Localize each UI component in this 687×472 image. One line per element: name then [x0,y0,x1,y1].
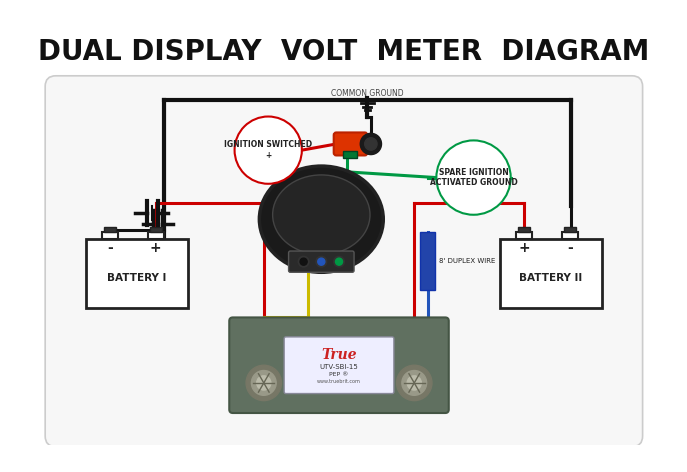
Circle shape [436,140,510,215]
Bar [500,239,602,308]
Text: -: - [107,241,113,255]
Text: UTV-SBI-15: UTV-SBI-15 [319,364,359,370]
Bar [150,227,162,232]
Circle shape [257,376,271,390]
FancyBboxPatch shape [284,337,394,394]
Text: DUAL DISPLAY  VOLT  METER  DIAGRAM: DUAL DISPLAY VOLT METER DIAGRAM [38,38,649,66]
Text: +: + [518,241,530,255]
Bar [564,227,576,232]
FancyBboxPatch shape [334,133,368,155]
Text: +: + [150,241,161,255]
Circle shape [316,256,326,267]
Bar [516,232,532,239]
Bar [420,232,435,290]
Ellipse shape [273,175,370,254]
Bar [562,232,578,239]
Text: BATTERY II: BATTERY II [519,273,583,283]
Text: BATTERY I: BATTERY I [107,273,166,283]
Text: -: - [567,241,573,255]
Text: 8' DUPLEX WIRE: 8' DUPLEX WIRE [439,258,495,264]
Text: PEP ®: PEP ® [329,371,349,377]
Bar [148,232,164,239]
Circle shape [246,365,282,401]
FancyBboxPatch shape [229,318,449,413]
Text: IGNITION SWITCHED
+: IGNITION SWITCHED + [224,141,313,160]
Bar [104,227,116,232]
Text: SPARE IGNITION
ACTIVATED GROUND: SPARE IGNITION ACTIVATED GROUND [429,168,517,187]
Circle shape [298,256,309,267]
Circle shape [365,138,377,150]
Text: True: True [322,347,357,362]
Circle shape [360,133,381,154]
Ellipse shape [260,166,383,272]
Text: COMMON GROUND: COMMON GROUND [331,89,404,98]
FancyBboxPatch shape [289,251,354,272]
Circle shape [407,376,421,390]
Bar [86,239,188,308]
Circle shape [402,371,427,396]
Bar [343,151,357,158]
Circle shape [334,256,344,267]
Circle shape [335,258,343,265]
Bar [518,227,530,232]
Circle shape [251,371,276,396]
Circle shape [318,258,325,265]
Circle shape [234,117,302,184]
FancyBboxPatch shape [45,76,642,447]
Text: www.truebrit.com: www.truebrit.com [317,379,361,384]
Bar [102,232,117,239]
Circle shape [300,258,307,265]
Circle shape [396,365,432,401]
